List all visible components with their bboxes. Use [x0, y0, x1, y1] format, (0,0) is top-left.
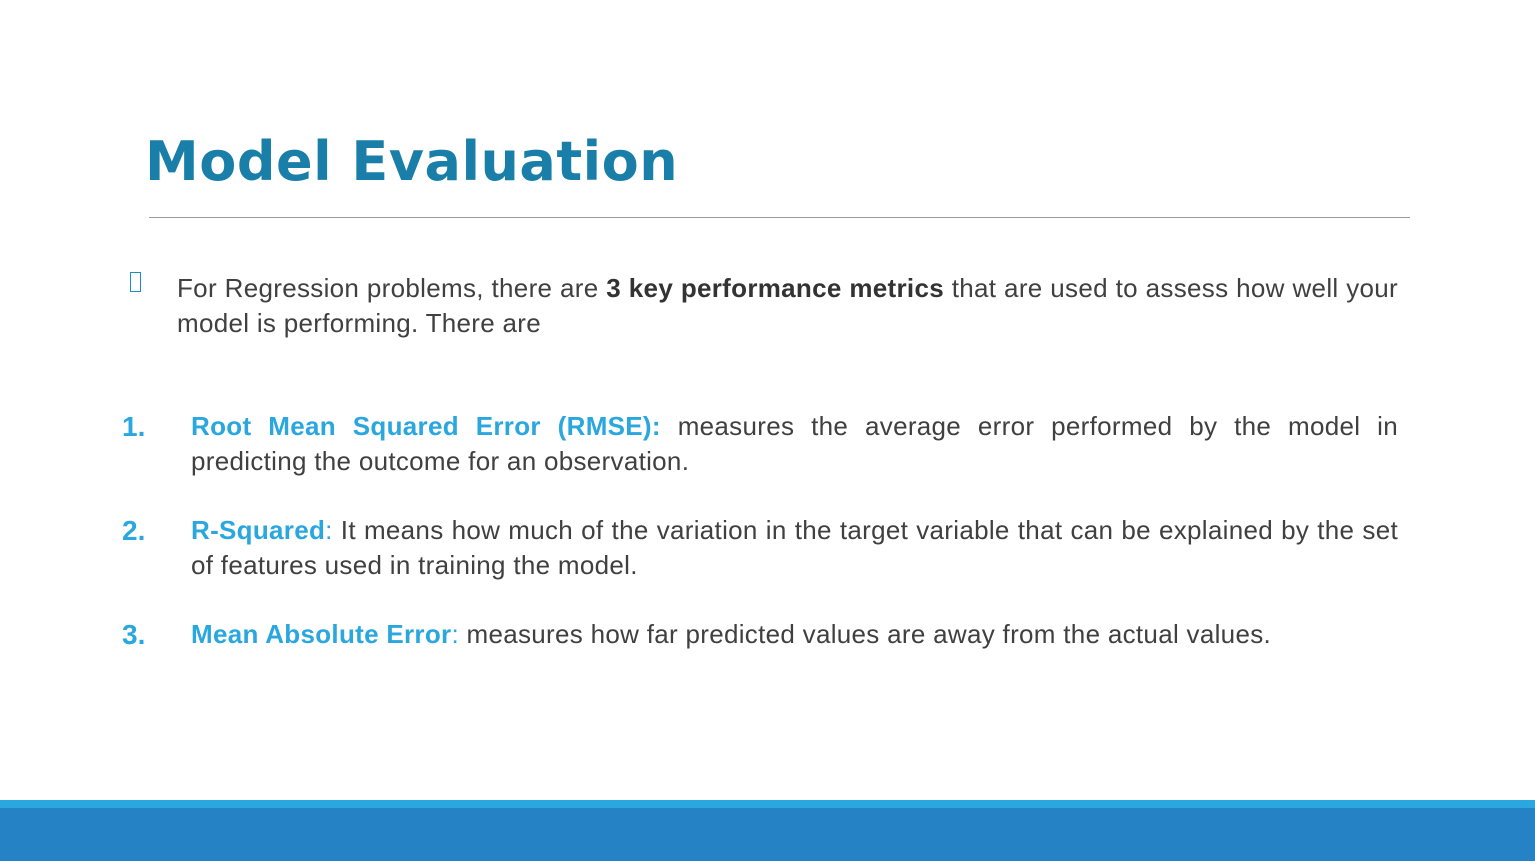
intro-prefix: For Regression problems, there are: [177, 273, 607, 303]
intro-emphasis: 3 key performance metrics: [606, 273, 944, 303]
metric-text: R-Squared: It means how much of the vari…: [191, 513, 1398, 583]
intro-suffix: that are used to assess how well your mo…: [177, 273, 1399, 338]
list-number: 1.: [122, 411, 146, 442]
title-divider: [149, 217, 1410, 218]
square-bullet-icon: [130, 272, 141, 292]
metric-term: Mean Absolute Error: [191, 619, 452, 649]
metric-term: R-Squared: [191, 515, 326, 545]
intro-text: For Regression problems, there are 3 key…: [177, 271, 1398, 341]
list-number: 2.: [122, 515, 146, 546]
metric-item-r-squared: 2. R-Squared: It means how much of the v…: [122, 513, 1398, 583]
footer-accent-strip: [0, 800, 1535, 808]
footer-band: [0, 808, 1535, 861]
metric-text: Root Mean Squared Error (RMSE): measures…: [191, 409, 1398, 479]
slide-title: Model Evaluation: [145, 130, 679, 193]
metric-description: measures the average error performed by …: [191, 411, 1398, 476]
metric-item-rmse: 1. Root Mean Squared Error (RMSE): measu…: [122, 409, 1398, 479]
metric-item-mae: 3. Mean Absolute Error: measures how far…: [122, 617, 1398, 652]
metric-separator: :: [325, 515, 333, 545]
metric-description: It means how much of the variation in th…: [191, 515, 1398, 580]
metric-text: Mean Absolute Error: measures how far pr…: [191, 617, 1398, 652]
metric-separator: :: [451, 619, 459, 649]
list-number: 3.: [122, 619, 146, 650]
metric-description: measures how far predicted values are aw…: [458, 619, 1272, 649]
metric-term: Root Mean Squared Error (RMSE):: [191, 411, 661, 441]
intro-bullet: For Regression problems, there are 3 key…: [130, 271, 1398, 341]
